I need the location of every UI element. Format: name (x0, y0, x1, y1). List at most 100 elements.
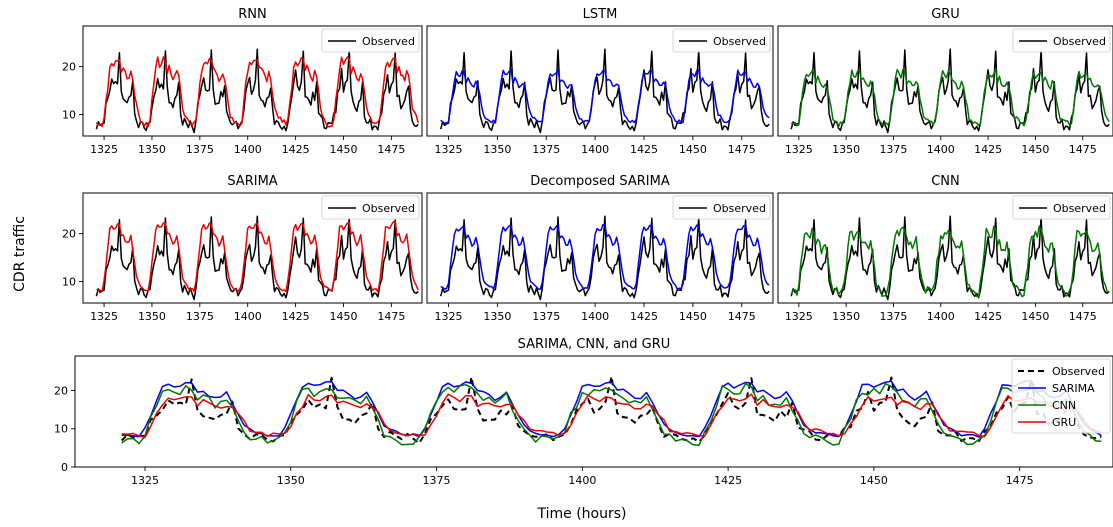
legend-box (321, 28, 420, 53)
x-tick-label: 1325 (785, 310, 813, 323)
x-tick-label: 1450 (329, 310, 357, 323)
legend-label: Observed (1053, 35, 1106, 48)
x-tick-label: 1425 (630, 143, 658, 156)
axes-frame (777, 25, 1113, 137)
x-tick-label: 1400 (568, 474, 596, 487)
plot-area (120, 375, 1102, 447)
chart-title: LSTM (583, 7, 618, 22)
plot-area (439, 215, 770, 301)
series-line-prediction (440, 68, 770, 124)
x-tick-label: 1375 (532, 143, 560, 156)
chart-panel-3: SARIMA 1325 1350 1375 1400 1425 1450 1475 10 20 Ob… (62, 174, 423, 323)
series-line-prediction (96, 220, 419, 293)
x-tick-label: 1400 (234, 310, 262, 323)
x-tick-label: 1400 (581, 143, 609, 156)
x-tick-label: 1350 (483, 310, 511, 323)
x-tick-label: 1325 (90, 143, 118, 156)
x-tick-label: 1400 (927, 143, 955, 156)
plot-area (95, 215, 419, 301)
plot-area (439, 48, 770, 134)
y-tick-label: 20 (62, 61, 76, 74)
x-tick-label: 1475 (728, 143, 756, 156)
plot-area (790, 215, 1110, 301)
x-tick-label: 1350 (138, 310, 166, 323)
x-tick-label: 1450 (679, 310, 707, 323)
x-tick-label: 1450 (329, 143, 357, 156)
legend-box (1012, 195, 1111, 220)
legend: Observed (672, 28, 771, 53)
x-tick-label: 1475 (1069, 143, 1097, 156)
legend-label: Observed (713, 202, 766, 215)
chart-panel-2: GRU 1325 1350 1375 1400 1425 1450 1475 Observed (777, 7, 1113, 156)
x-tick-label: 1475 (1006, 474, 1034, 487)
legend: Observed (1012, 28, 1111, 53)
plot-area (95, 48, 419, 134)
x-tick-label: 1475 (1069, 310, 1097, 323)
x-tick-label: 1450 (860, 474, 888, 487)
x-tick-label: 1475 (728, 310, 756, 323)
y-tick-label: 10 (54, 423, 68, 436)
chart-title: Decomposed SARIMA (530, 174, 670, 189)
x-tick-label: 1400 (927, 310, 955, 323)
legend: Observed (1012, 195, 1111, 220)
x-tick-label: 1475 (377, 143, 405, 156)
axes-frame (82, 25, 423, 137)
chart-panel-1: LSTM 1325 1350 1375 1400 1425 1450 1475 Observed (426, 7, 774, 156)
legend-label: Observed (1053, 202, 1106, 215)
legend: Observed (321, 195, 420, 220)
x-tick-label: 1350 (483, 143, 511, 156)
legend-label: Observed (1052, 365, 1105, 378)
x-tick-label: 1425 (974, 143, 1002, 156)
y-tick-label: 20 (54, 384, 68, 397)
x-tick-label: 1375 (186, 143, 214, 156)
series-line-prediction (95, 56, 419, 128)
legend: Observed (672, 195, 771, 220)
series-line-observed (120, 375, 1102, 445)
series-line-sarima (121, 379, 1102, 438)
x-tick-label: 1325 (435, 143, 463, 156)
x-tick-label: 1325 (785, 143, 813, 156)
x-tick-label: 1425 (282, 310, 310, 323)
legend: Observed (321, 28, 420, 53)
legend-box (672, 195, 771, 220)
x-tick-label: 1425 (630, 310, 658, 323)
legend-label: Observed (362, 202, 415, 215)
legend-label: CNN (1052, 399, 1076, 412)
legend-box (321, 195, 420, 220)
legend-box (1012, 28, 1111, 53)
axes-frame (426, 25, 774, 137)
legend-label: SARIMA (1052, 382, 1095, 395)
legend: Observed SARIMA CNN GRU (1011, 358, 1111, 434)
x-tick-label: 1425 (974, 310, 1002, 323)
x-tick-label: 1350 (277, 474, 305, 487)
y-tick-label: 20 (62, 228, 76, 241)
chart-panel-5: CNN 1325 1350 1375 1400 1425 1450 1475 Observed (777, 174, 1113, 323)
x-tick-label: 1325 (435, 310, 463, 323)
chart-title: CNN (931, 174, 960, 189)
x-tick-label: 1350 (832, 143, 860, 156)
series-line-gru (121, 393, 1102, 439)
series-line-observed (790, 48, 1110, 134)
chart-panel-6: SARIMA, CNN, and GRU 1325 1350 1375 1400 1425… (54, 337, 1113, 487)
legend-label: GRU (1052, 416, 1076, 429)
series-line-observed (439, 48, 770, 134)
series-line-prediction (790, 225, 1110, 298)
x-tick-label: 1400 (234, 143, 262, 156)
x-tick-label: 1375 (532, 310, 560, 323)
x-tick-label: 1450 (679, 143, 707, 156)
y-tick-label: 10 (62, 275, 76, 288)
legend-label: Observed (713, 35, 766, 48)
axes-frame (426, 192, 774, 304)
plot-area (790, 48, 1110, 134)
x-tick-label: 1350 (832, 310, 860, 323)
legend-box (1011, 358, 1111, 434)
x-tick-label: 1325 (90, 310, 118, 323)
axes-frame (74, 355, 1113, 468)
legend-box (672, 28, 771, 53)
x-tick-label: 1425 (282, 143, 310, 156)
y-axis-label: CDR traffic (12, 216, 28, 292)
x-tick-label: 1375 (879, 143, 907, 156)
x-tick-label: 1450 (1021, 143, 1049, 156)
series-line-observed (790, 215, 1110, 301)
x-tick-label: 1350 (138, 143, 166, 156)
